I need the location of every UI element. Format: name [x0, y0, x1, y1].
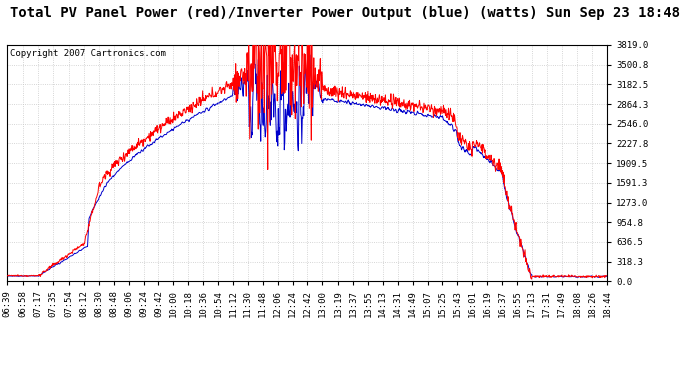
Text: Total PV Panel Power (red)/Inverter Power Output (blue) (watts) Sun Sep 23 18:48: Total PV Panel Power (red)/Inverter Powe…: [10, 6, 680, 20]
Text: Copyright 2007 Cartronics.com: Copyright 2007 Cartronics.com: [10, 48, 166, 57]
